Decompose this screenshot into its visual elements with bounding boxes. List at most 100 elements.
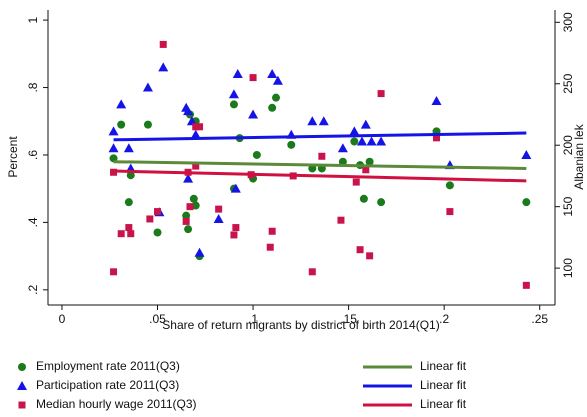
point [337,216,345,224]
point [125,224,133,232]
y-tick-label: .2 [26,285,40,295]
point [431,96,442,106]
point [126,171,135,180]
fit-line [113,160,527,170]
point [232,224,240,232]
point [360,119,371,129]
point [191,201,200,210]
point [186,116,197,126]
legend-label: Linear fit [420,397,467,411]
point [184,225,193,234]
point [356,136,367,146]
point [182,217,190,225]
y2-tick-label: 300 [561,12,575,32]
y2-tick-label: 150 [561,196,575,216]
legend-marker [18,401,26,409]
point [252,150,261,159]
point [232,69,243,79]
point [522,198,531,207]
point [249,74,257,82]
y-tick-label: .4 [26,217,40,227]
legend-label: Linear fit [420,378,467,392]
point [359,194,368,203]
point [318,152,326,160]
point [308,268,316,276]
point [116,99,127,109]
point [110,268,118,276]
point [433,134,441,142]
point [337,143,348,153]
point [153,228,162,237]
point [143,120,152,129]
point [366,136,377,146]
point [228,89,239,99]
point [159,40,167,48]
legend-label: Participation rate 2011(Q3) [36,378,179,392]
x-tick-label: 0 [59,312,66,326]
point [521,149,532,159]
x-axis-label: Share of return migrants by district of … [162,318,439,332]
fit-line [113,131,527,142]
point [318,116,329,126]
y-tick-label: .6 [26,150,40,160]
point [194,247,205,257]
point [142,82,153,92]
point [377,90,385,98]
point [190,129,201,139]
y2-tick-label: 200 [561,135,575,155]
point [248,109,259,119]
point [352,178,360,186]
point [154,208,162,216]
point [183,173,194,183]
point [192,162,200,170]
point [230,183,241,193]
x-tick-label: .2 [439,312,449,326]
point [215,205,223,213]
point [350,137,359,146]
point [183,106,194,116]
point [349,126,360,136]
point [445,181,454,190]
legend-label: Employment rate 2011(Q3) [36,359,180,373]
point [287,140,296,149]
y2-tick-label: 100 [561,258,575,278]
x-tick-label: .25 [531,312,548,326]
point [366,252,374,260]
point [189,194,198,203]
point [338,157,347,166]
point [362,166,370,174]
point [356,246,364,254]
point [108,126,119,136]
y-tick-label: .8 [26,82,40,92]
x-tick-label: .15 [340,312,357,326]
point [267,69,278,79]
point [117,120,126,129]
legend-marker [18,363,26,371]
point [127,230,135,238]
x-tick-label: .1 [248,312,258,326]
legend-label: Linear fit [420,359,467,373]
point [522,281,530,289]
point [182,211,191,220]
point [158,62,169,72]
point [376,136,387,146]
point [377,198,386,207]
y-axis-label: Percent [6,136,20,178]
x-tick-label: .05 [149,312,166,326]
point [192,123,200,131]
point [123,143,134,153]
legend-marker [17,381,27,390]
point [268,103,277,112]
y-tick-label: 1 [26,16,40,23]
point [271,93,280,102]
y2-tick-label: 250 [561,73,575,93]
point [117,230,125,238]
point [196,123,204,131]
point [146,215,154,223]
point [307,116,318,126]
point [365,157,374,166]
point [272,75,283,85]
point [266,243,274,251]
